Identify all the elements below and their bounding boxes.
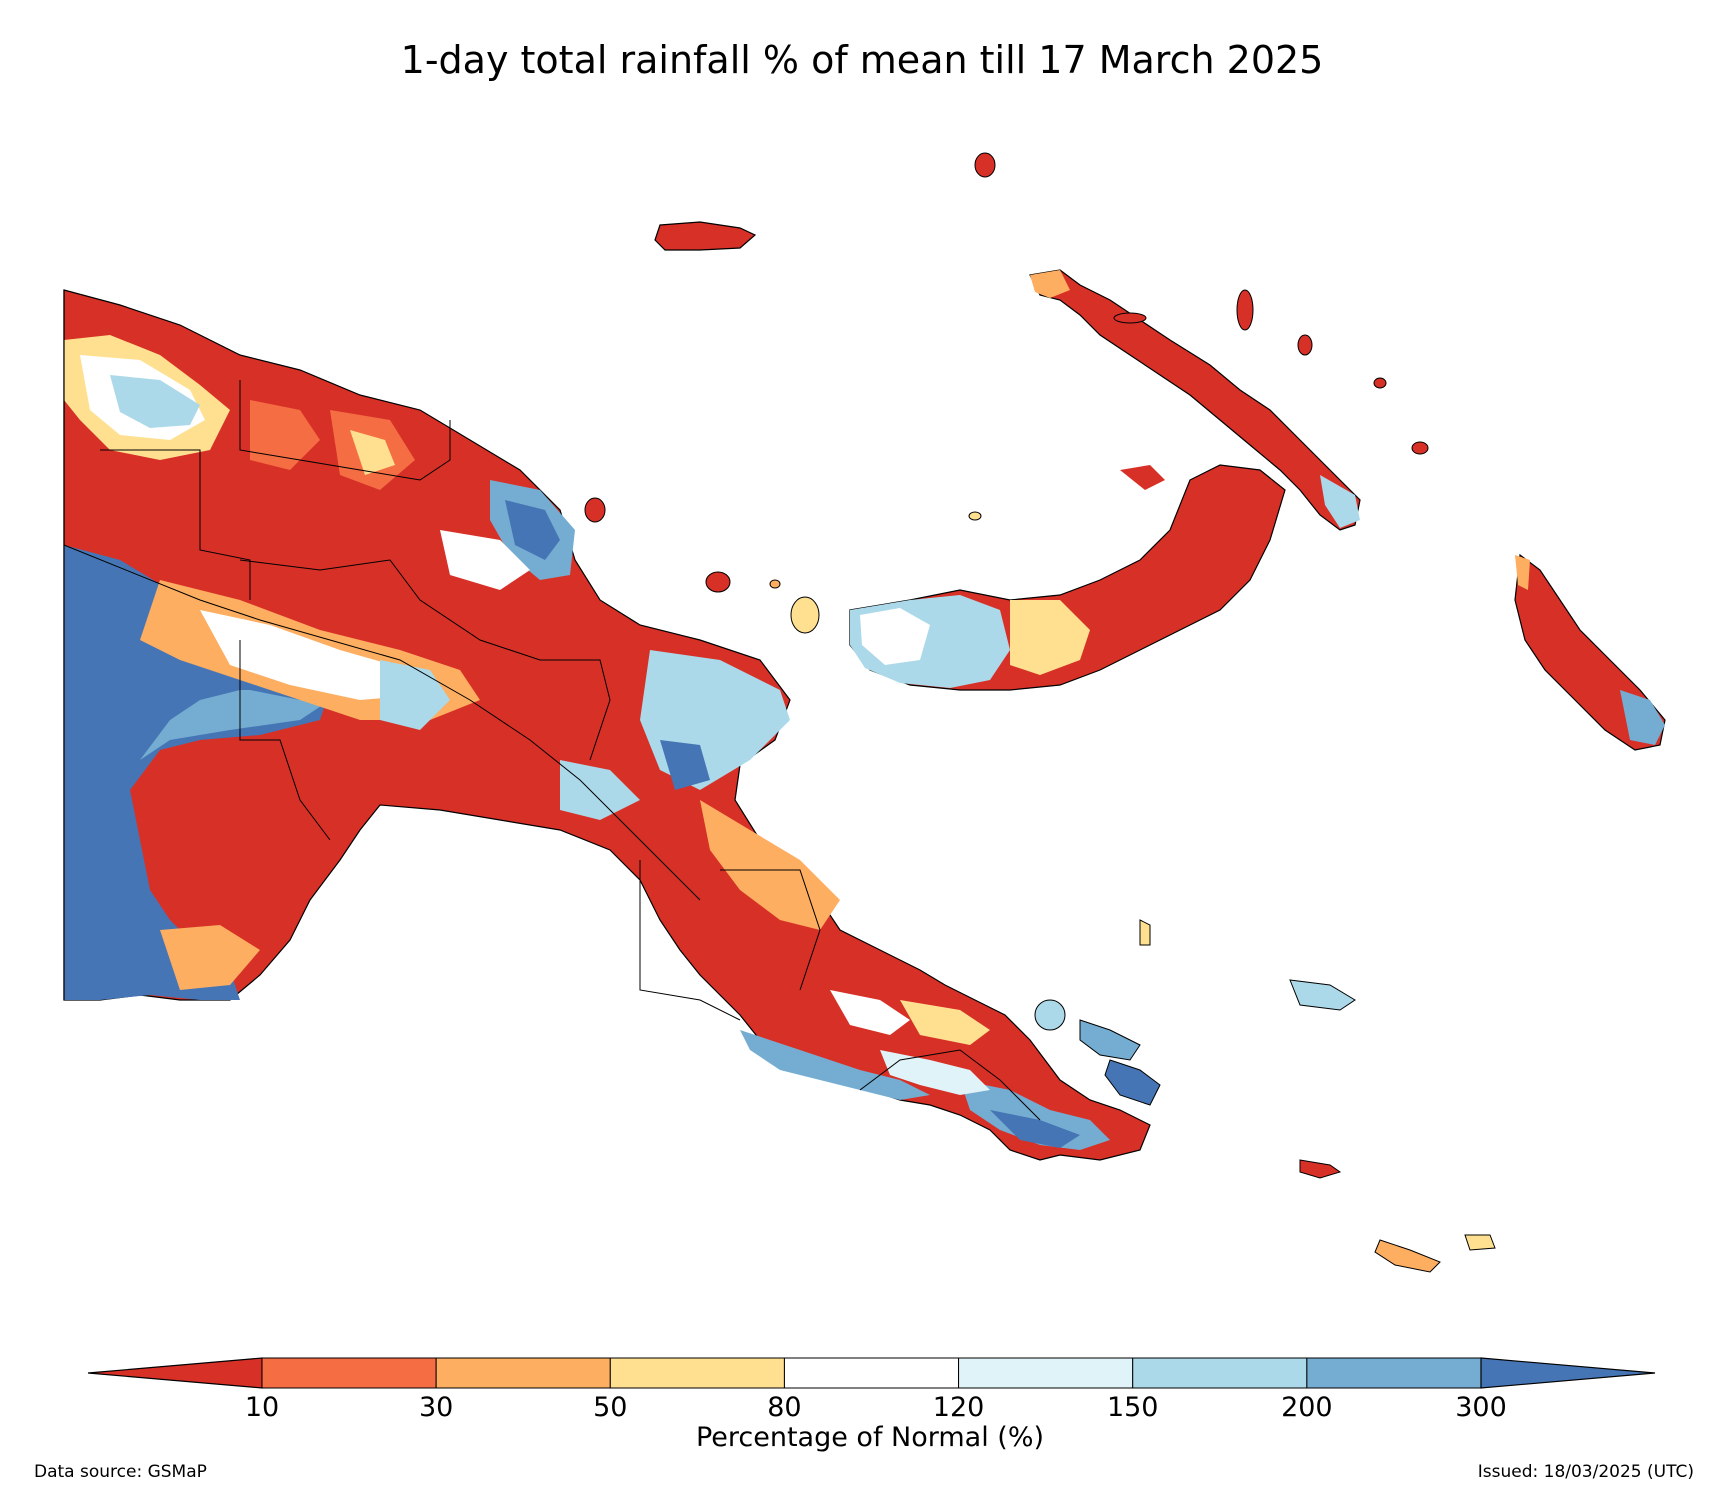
mainland-new-guinea [63, 289, 1151, 1161]
colorbar-tick-label: 300 [1455, 1392, 1507, 1423]
new-ireland [1029, 269, 1361, 531]
colorbar-tick-label: 120 [933, 1392, 985, 1423]
colorbar-segment [1132, 1357, 1308, 1389]
new-britain [849, 464, 1286, 691]
issued-date: Issued: 18/03/2025 (UTC) [1477, 1462, 1694, 1482]
colorbar-segment [783, 1357, 960, 1389]
colorbar-segment [609, 1357, 785, 1389]
colorbar-tick-label: 10 [245, 1392, 279, 1423]
mainland-base [63, 289, 1151, 1161]
colorbar-segment [1306, 1357, 1482, 1389]
map-title: 1-day total rainfall % of mean till 17 M… [400, 38, 1324, 82]
colorbar-segment [958, 1357, 1134, 1389]
colorbar-segment [261, 1357, 437, 1389]
colorbar-extend-high [1480, 1357, 1656, 1389]
colorbar-tick-label: 30 [419, 1392, 453, 1423]
colorbar-label: Percentage of Normal (%) [696, 1422, 1044, 1453]
data-source: Data source: GSMaP [34, 1462, 207, 1482]
colorbar-extend-low [87, 1357, 263, 1389]
colorbar-tick-label: 80 [767, 1392, 801, 1423]
colorbar-segment [435, 1357, 611, 1389]
manus-island [654, 221, 757, 251]
colorbar: 10 30 50 80 120 150 200 300 [87, 1357, 1656, 1423]
colorbar-tick-label: 200 [1281, 1392, 1333, 1423]
islands-small [584, 152, 1496, 1273]
colorbar-tick-label: 50 [593, 1392, 627, 1423]
colorbar-tick-label: 150 [1107, 1392, 1159, 1423]
bougainville [1514, 553, 1666, 751]
